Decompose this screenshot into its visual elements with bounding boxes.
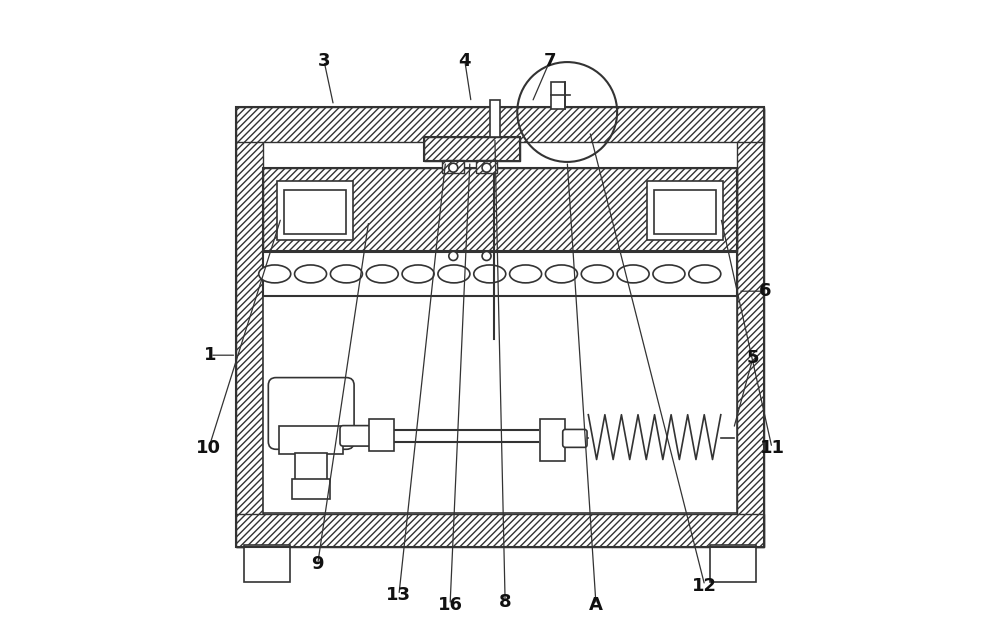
Ellipse shape xyxy=(653,265,685,283)
Bar xyxy=(295,453,327,480)
Bar xyxy=(476,160,497,173)
Ellipse shape xyxy=(474,265,506,283)
Bar xyxy=(442,160,464,173)
FancyBboxPatch shape xyxy=(340,426,382,446)
Bar xyxy=(236,514,764,547)
Bar xyxy=(424,137,520,161)
Text: 11: 11 xyxy=(760,439,785,457)
Bar xyxy=(551,82,565,109)
Circle shape xyxy=(449,252,458,260)
Text: 9: 9 xyxy=(311,556,324,573)
Bar xyxy=(263,296,737,513)
Text: 16: 16 xyxy=(438,596,463,614)
Bar xyxy=(654,190,716,234)
Bar xyxy=(284,190,346,234)
Bar xyxy=(647,181,723,240)
FancyBboxPatch shape xyxy=(268,378,354,449)
Text: A: A xyxy=(589,596,603,614)
Bar xyxy=(292,479,330,499)
Ellipse shape xyxy=(402,265,434,283)
Text: 6: 6 xyxy=(759,282,772,300)
Bar xyxy=(236,109,263,547)
Bar xyxy=(263,252,737,296)
Bar xyxy=(263,168,737,251)
Bar xyxy=(279,426,343,454)
Ellipse shape xyxy=(510,265,542,283)
Bar xyxy=(236,107,764,547)
Ellipse shape xyxy=(545,265,577,283)
Text: 12: 12 xyxy=(692,577,717,595)
Bar xyxy=(244,545,290,582)
Ellipse shape xyxy=(366,265,398,283)
Text: 10: 10 xyxy=(196,439,221,457)
Bar xyxy=(263,168,737,251)
Ellipse shape xyxy=(689,265,721,283)
Ellipse shape xyxy=(259,265,291,283)
Ellipse shape xyxy=(438,265,470,283)
Bar xyxy=(710,545,756,582)
Bar xyxy=(490,100,500,137)
Circle shape xyxy=(449,163,458,172)
Ellipse shape xyxy=(581,265,613,283)
Text: 1: 1 xyxy=(204,346,216,364)
Circle shape xyxy=(482,163,491,172)
Text: 7: 7 xyxy=(544,52,556,70)
Bar xyxy=(236,107,764,142)
Bar xyxy=(424,137,520,161)
Bar xyxy=(737,109,764,547)
Text: 3: 3 xyxy=(318,52,330,70)
Ellipse shape xyxy=(330,265,362,283)
Ellipse shape xyxy=(295,265,327,283)
Bar xyxy=(369,419,394,451)
Bar xyxy=(277,181,353,240)
FancyBboxPatch shape xyxy=(563,429,587,447)
Ellipse shape xyxy=(617,265,649,283)
Text: 4: 4 xyxy=(459,52,471,70)
Bar xyxy=(540,419,565,461)
Circle shape xyxy=(482,252,491,260)
Text: 5: 5 xyxy=(747,349,759,367)
Text: 8: 8 xyxy=(499,593,511,611)
Text: 13: 13 xyxy=(386,586,411,604)
